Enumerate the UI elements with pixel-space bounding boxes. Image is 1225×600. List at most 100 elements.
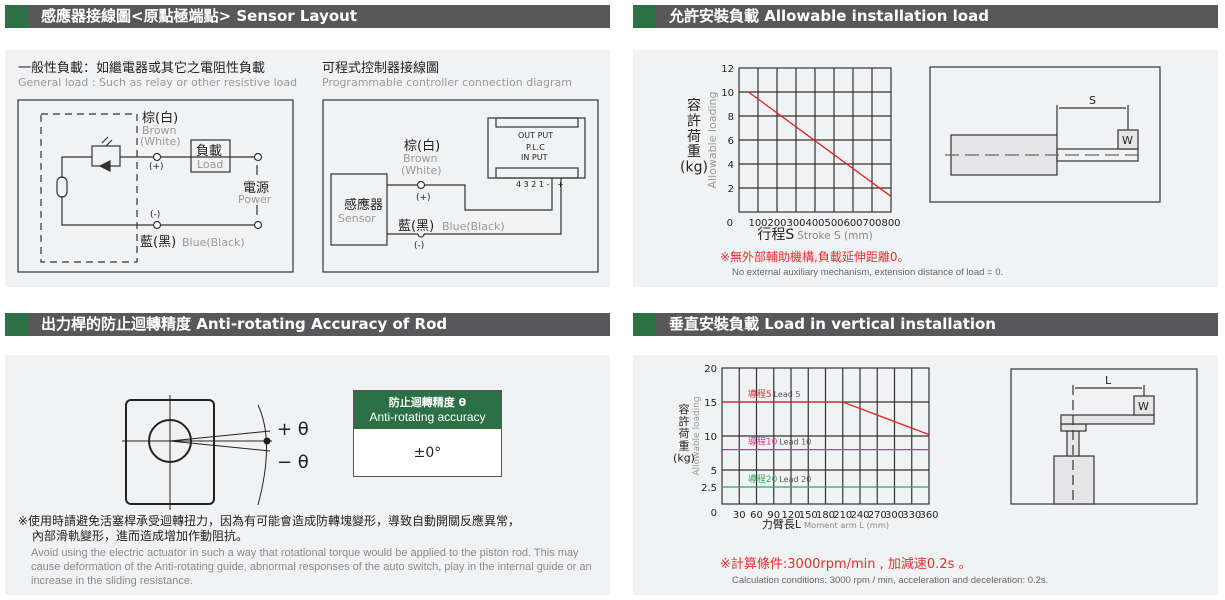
plc-input-label: IN PUT — [521, 153, 548, 162]
series-label: 導程5 Lead 5 — [748, 388, 801, 400]
x-tick-label: 180 — [816, 510, 835, 521]
x-tick-label: 60 — [750, 510, 763, 521]
series-label-en: Lead 10 — [779, 438, 811, 447]
stroke-dimension — [1056, 105, 1129, 135]
plc-terminal-labels: 4 3 2 1 - + — [516, 180, 564, 189]
accuracy-table: 防止迴轉精度 θ Anti-rotating accuracy ±0° — [353, 390, 502, 477]
stroke-s-label: S — [1089, 94, 1096, 107]
x-tick-label: 210 — [833, 510, 852, 521]
power-zh: 電源 — [243, 181, 269, 196]
section-header-sensor-layout: 感應器接線圖<原點極端點> Sensor Layout — [5, 5, 610, 28]
series-line — [748, 91, 892, 197]
x-tick-label: 360 — [919, 510, 938, 521]
header-accent — [633, 5, 656, 28]
y-title-char: 許 — [679, 415, 690, 428]
y-tick-label: 10 — [721, 88, 734, 99]
vertical-note-zh: ※計算條件:3000rpm/min , 加減速0.2s 。 — [720, 557, 972, 572]
y-tick-label: 0 — [711, 508, 717, 519]
x-tick-label: 600 — [843, 218, 862, 229]
x-tick-label: 120 — [781, 510, 800, 521]
y-tick-label: 15 — [704, 398, 717, 409]
arm-l-label: L — [1105, 374, 1112, 387]
y-axis-title-en: Allowable loading — [692, 396, 702, 475]
horizontal-note-zh: ※無外部輔助機構,負載延伸距離0。 — [720, 250, 910, 264]
x-title-en: Stroke S (mm) — [797, 230, 872, 242]
plot-frame — [721, 367, 930, 505]
series-label-en: Lead 20 — [779, 475, 811, 484]
series-label-zh: 導程20 — [748, 473, 778, 485]
vertical-installation-diagram: L W — [1010, 368, 1198, 505]
series-label-zh: 導程10 — [748, 436, 778, 448]
arm — [1060, 414, 1155, 425]
load-box — [190, 139, 231, 173]
y-title-unit: (kg) — [680, 160, 708, 176]
vertical-note-en: Calculation conditions: 3000 rpm / min, … — [732, 575, 1049, 586]
rod-block — [1060, 423, 1087, 432]
plus-theta-label: + θ — [277, 419, 309, 440]
accuracy-value: ±0° — [413, 445, 442, 461]
x-tick-label: 800 — [881, 218, 900, 229]
diagram-frame — [17, 99, 294, 273]
rod-note-line-2: 內部滑軌變形，進而造成增加作動阻抗。 — [32, 529, 249, 543]
diagram-frame — [1010, 368, 1198, 505]
sensor-en: Sensor — [338, 212, 376, 225]
plus-label: (+) — [416, 193, 431, 203]
load-en: Load — [197, 158, 223, 171]
brown-en: Brown — [142, 124, 177, 137]
y-tick-label: 10 — [704, 432, 717, 443]
section-header-allowable-load: 允許安裝負載 Allowable installation load — [633, 5, 1218, 28]
minus-label: (-) — [150, 210, 160, 220]
horizontal-note-en: No external auxiliary mechanism, extensi… — [732, 267, 1004, 278]
plc-output-bar — [495, 117, 579, 128]
plc-label: P.L.C — [526, 143, 545, 152]
light-emission-icon — [101, 136, 113, 147]
y-title-unit: (kg) — [673, 451, 695, 464]
white-en: (White) — [140, 135, 181, 148]
y-axis-title-zh: 容許荷重(kg) — [680, 97, 708, 176]
x-tick-label: 330 — [902, 510, 921, 521]
blue-label: 藍(黑) — [398, 219, 434, 234]
y-title-char: 容 — [679, 402, 690, 416]
x-title-en: Moment arm L (mm) — [804, 520, 889, 530]
accuracy-table-header: 防止迴轉精度 θ Anti-rotating accuracy — [354, 391, 501, 429]
panel-allowable-load — [633, 50, 1218, 287]
blue-label: 藍(黑) — [140, 235, 176, 250]
minus-label: (-) — [414, 241, 424, 251]
table-title-en: Anti-rotating accuracy — [369, 410, 486, 424]
white-en: (White) — [401, 164, 442, 177]
plus-label: (+) — [149, 162, 164, 172]
y-title-char: 荷 — [687, 129, 701, 145]
rod-note-line-1: ※使用時請避免活塞桿承受迴轉扭力，因為有可能會造成防轉塊變形，導致自動開關反應異… — [18, 514, 521, 528]
y-axis-title-en: Allowable loading — [706, 92, 719, 189]
x-axis-title: 力臂長L Moment arm L (mm) — [762, 518, 889, 531]
x-tick-label: 100 — [748, 218, 767, 229]
x-tick-label: 300 — [786, 218, 805, 229]
brown-en: Brown — [403, 152, 438, 165]
diagram-frame — [929, 66, 1161, 203]
x-tick-label: 240 — [850, 510, 869, 521]
panel-anti-rotating — [5, 355, 610, 595]
wires — [61, 156, 255, 226]
allowable-load-chart: 2 4 6 8 10 12 0 100 200 300 400 500 600 700 800 容許荷重(kg… — [680, 64, 901, 243]
y-tick-label: 2.5 — [701, 483, 717, 494]
arm-dimension — [1075, 385, 1145, 396]
series-label-zh: 導程5 — [748, 388, 772, 400]
x-tick-label: 150 — [799, 510, 818, 521]
section-title: 垂直安裝負載 Load in vertical installation — [669, 315, 996, 333]
plc-output-label: OUT PUT — [518, 131, 553, 140]
axis-lines — [122, 395, 272, 510]
diagram-frame — [322, 99, 599, 273]
anti-rotating-diagram: + θ − θ — [122, 395, 309, 510]
wires — [387, 178, 562, 235]
y-tick-label: 20 — [704, 364, 717, 375]
sensor-boundary — [40, 113, 138, 263]
rod-note-zh: ※使用時請避免活塞桿承受迴轉扭力，因為有可能會造成防轉塊變形，導致自動開關反應異… — [18, 514, 608, 544]
minus-theta-label: − θ — [277, 452, 309, 473]
section-header-vertical-load: 垂直安裝負載 Load in vertical installation — [633, 313, 1218, 336]
plc-terminal-strip — [495, 167, 579, 179]
load-zh: 負載 — [196, 144, 222, 159]
blue-en: Blue(Black) — [442, 220, 505, 233]
vertical-load-chart: 0 2.5 5 10 15 20 30 60 90 12015018021024027030033… — [673, 364, 939, 531]
x-tick-label: 500 — [824, 218, 843, 229]
general-load-title: 一般性負載：如繼電器或其它之電阻性負載 — [18, 60, 265, 76]
